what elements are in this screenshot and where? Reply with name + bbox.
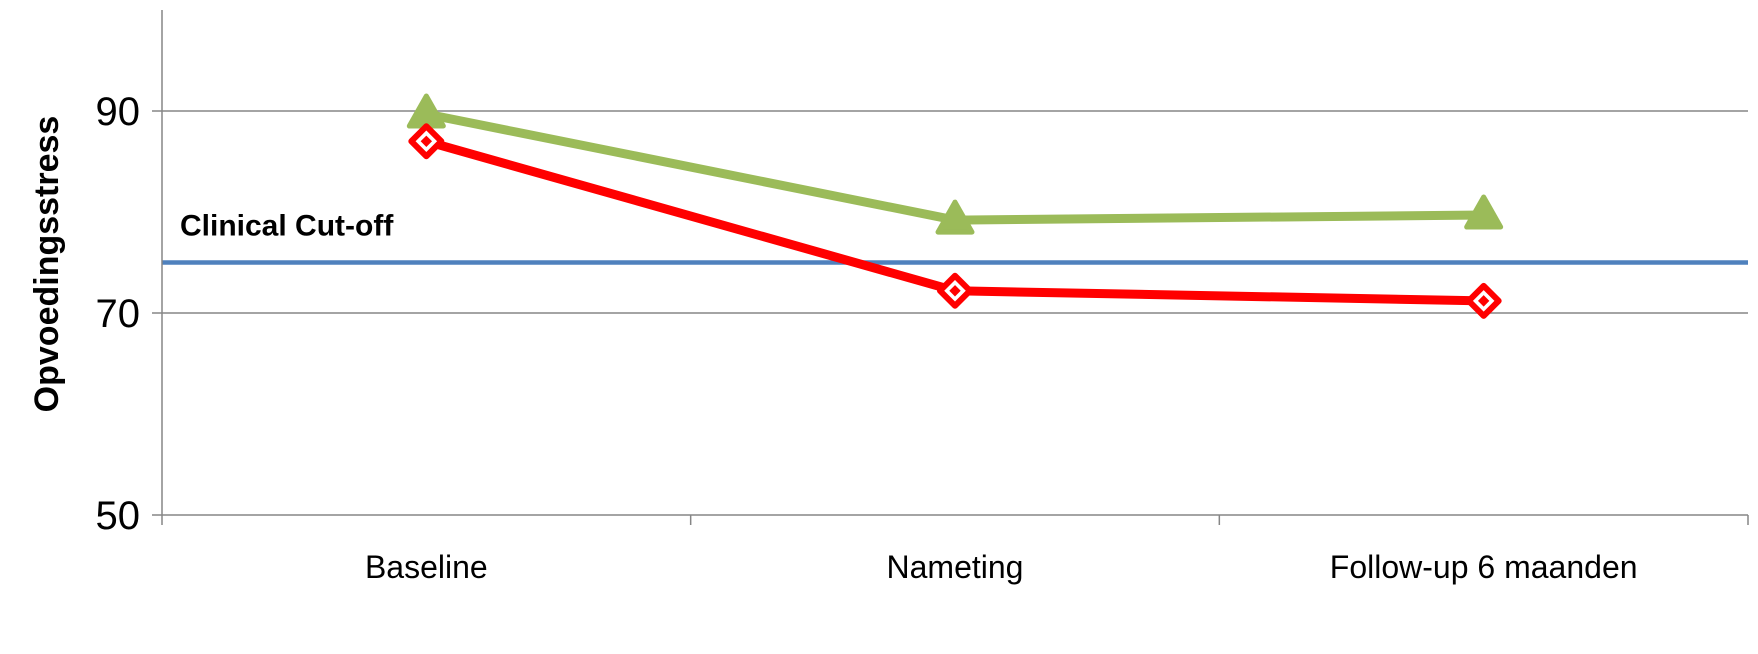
reference-line-label: Clinical Cut-off [180,210,394,243]
x-category-label: Baseline [365,549,488,585]
data-point-triangle [935,199,975,235]
axes [152,10,1749,525]
x-category-label: Nameting [887,549,1024,585]
series-group [406,93,1504,319]
data-point-triangle [1464,194,1504,230]
x-category-label: Follow-up 6 maanden [1330,549,1638,585]
data-point-diamond-center [949,285,961,297]
labels: 50 70 90 Baseline Nameting Follow-up 6 maande… [96,90,1638,585]
y-tick-label: 50 [96,494,141,538]
y-tick-label: 70 [96,292,141,336]
data-point-diamond-center [1477,295,1490,307]
data-point-diamond-center [420,135,433,148]
y-tick-label: 90 [96,90,141,134]
y-axis-title: Opvoedingsstress [28,116,66,413]
